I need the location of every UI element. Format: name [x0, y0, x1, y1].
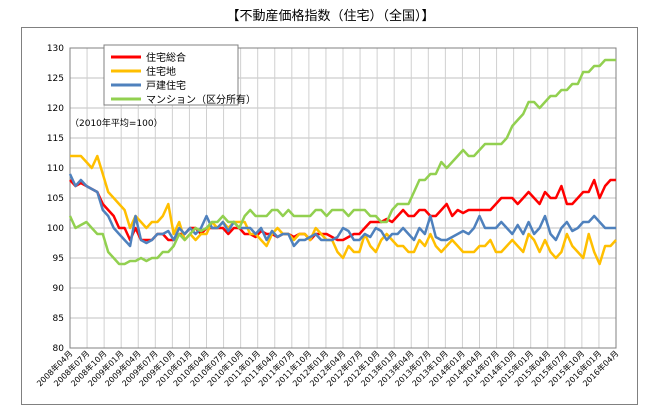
legend-label-1: 住宅地: [146, 65, 176, 78]
series-line-1: [70, 154, 617, 266]
y-tick-label: 80: [53, 344, 65, 354]
chart-frame: 80 85 90 95 100 105 110 115 120 125 130 2008年04月 20…: [21, 27, 638, 405]
series-line-2: [68, 173, 616, 248]
base-year-note: （2010年平均=100）: [70, 117, 163, 129]
y-tick-label: 120: [47, 104, 64, 114]
legend-label-0: 住宅総合: [146, 51, 186, 64]
y-axis-ticks: 80 85 90 95 100 105 110 115 120 125 130: [47, 44, 64, 354]
page-title: 【不動産価格指数（住宅）（全国）】: [226, 9, 435, 24]
series-lines: [68, 58, 617, 266]
y-tick-label: 125: [47, 74, 64, 84]
legend-label-2: 戸建住宅: [146, 79, 186, 92]
legend-label-3: マンション（区分所有）: [146, 93, 256, 106]
y-tick-label: 130: [47, 44, 64, 54]
series-line-3: [68, 58, 616, 266]
y-tick-label: 95: [53, 254, 64, 264]
plot-area-border: [69, 47, 617, 349]
gridlines: [69, 47, 617, 349]
y-tick-label: 115: [47, 134, 64, 144]
line-chart: 80 85 90 95 100 105 110 115 120 125 130 2008年04月20…: [34, 44, 620, 388]
y-tick-label: 100: [47, 224, 64, 234]
y-tick-label: 90: [53, 284, 65, 294]
legend-box: [103, 44, 239, 106]
y-tick-label: 85: [53, 314, 64, 324]
x-axis-ticks: 2008年04月2008年07月2008年10月2009年01月2009年04月…: [34, 348, 620, 388]
y-tick-label: 105: [47, 194, 64, 204]
y-tick-label: 110: [47, 164, 64, 174]
